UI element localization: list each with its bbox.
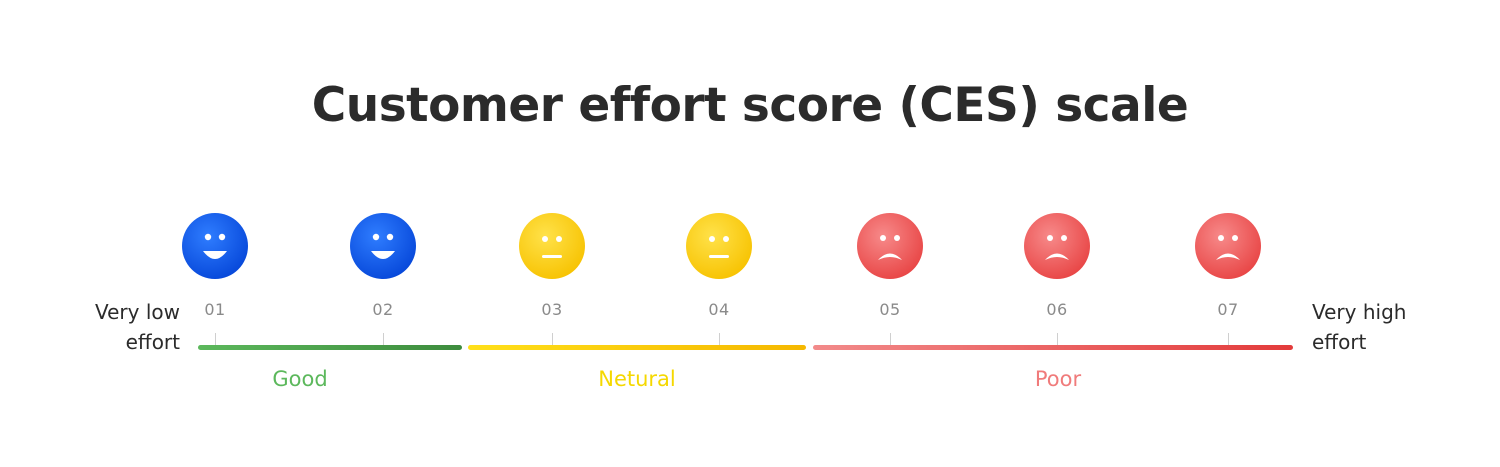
category-neutral-label: Netural: [598, 367, 676, 391]
category-good-label: Good: [272, 367, 328, 391]
scale-number: 06: [1046, 300, 1068, 319]
happy-face-icon: [350, 213, 416, 279]
scale-number: 05: [879, 300, 901, 319]
scale-number: 01: [204, 300, 226, 319]
neutral-range-bar: [468, 345, 806, 350]
scale-tick: [383, 333, 384, 347]
sad-face-icon: [1195, 213, 1261, 279]
scale-number: 07: [1217, 300, 1239, 319]
very-high-effort-label: Very high effort: [1312, 300, 1407, 354]
scale-tick: [890, 333, 891, 347]
very-low-effort-label: Very low effort: [95, 300, 180, 354]
scale-tick: [1228, 333, 1229, 347]
poor-range-bar: [813, 345, 1293, 350]
scale-tick: [215, 333, 216, 347]
neutral-face-icon: [519, 213, 585, 279]
sad-face-icon: [857, 213, 923, 279]
neutral-face-icon: [686, 213, 752, 279]
scale-number: 04: [708, 300, 730, 319]
page-title: Customer effort score (CES) scale: [311, 78, 1189, 133]
scale-number: 03: [541, 300, 563, 319]
sad-face-icon: [1024, 213, 1090, 279]
good-range-bar: [198, 345, 462, 350]
scale-tick: [552, 333, 553, 347]
scale-tick: [719, 333, 720, 347]
scale-number: 02: [372, 300, 394, 319]
category-poor-label: Poor: [1034, 367, 1082, 391]
scale-tick: [1057, 333, 1058, 347]
happy-face-icon: [182, 213, 248, 279]
